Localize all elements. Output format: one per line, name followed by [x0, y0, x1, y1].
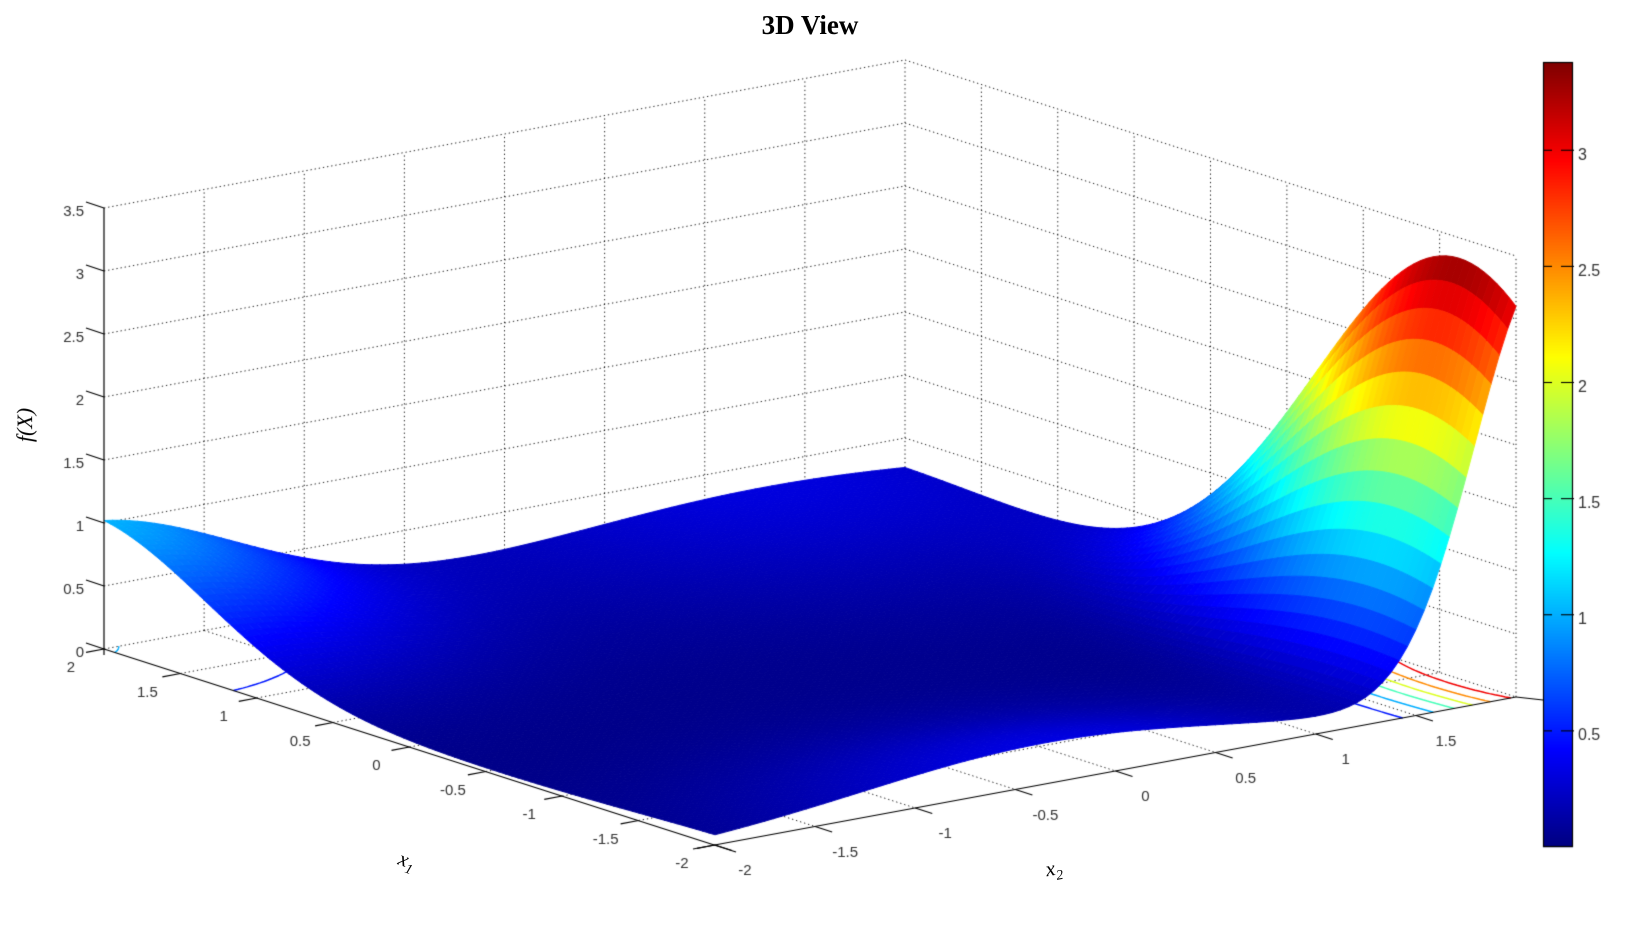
colorbar: [1543, 62, 1574, 848]
z-axis-label: f(X): [12, 407, 38, 443]
plot-title: 3D View: [761, 10, 859, 40]
